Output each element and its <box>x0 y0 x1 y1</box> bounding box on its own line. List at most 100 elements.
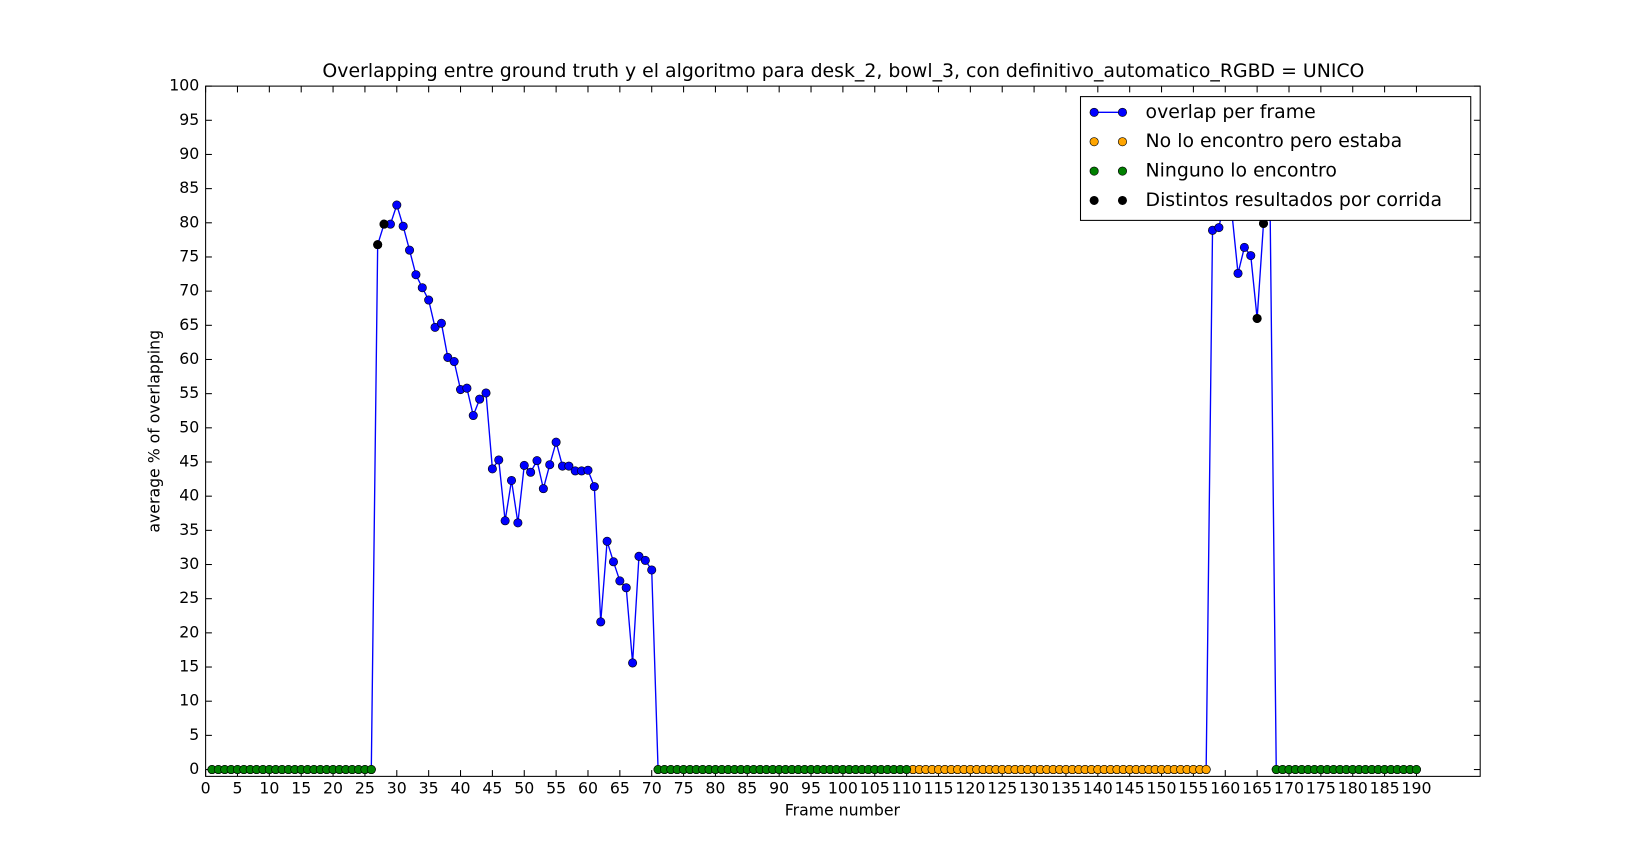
x-tick-label: 165 <box>1242 778 1272 797</box>
legend-marker <box>1089 166 1099 176</box>
y-tick-label: 15 <box>179 657 199 676</box>
legend-label: overlap per frame <box>1146 101 1316 123</box>
y-tick-label: 70 <box>179 281 199 300</box>
y-tick-label: 55 <box>179 383 199 402</box>
data-point <box>1201 765 1211 775</box>
legend-marker <box>1089 107 1099 117</box>
data-point <box>608 557 618 567</box>
data-point <box>538 484 548 494</box>
data-point <box>1214 223 1224 233</box>
plot-frame <box>205 85 1481 777</box>
data-point <box>430 322 440 332</box>
y-tick-label: 40 <box>179 486 199 505</box>
data-point <box>366 765 376 775</box>
x-tick-label: 55 <box>546 778 566 797</box>
data-point <box>417 283 427 293</box>
data-point <box>519 460 529 470</box>
y-tick-label: 85 <box>179 178 199 197</box>
x-tick-label: 180 <box>1338 778 1368 797</box>
y-tick-label: 80 <box>179 212 199 231</box>
legend-marker <box>1089 137 1099 147</box>
data-point <box>424 295 434 305</box>
data-point <box>475 394 485 404</box>
x-tick-label: 120 <box>955 778 985 797</box>
y-tick-label: 20 <box>179 622 199 641</box>
x-tick-label: 140 <box>1083 778 1113 797</box>
data-point <box>621 583 631 593</box>
data-point <box>596 617 606 627</box>
y-tick-label: 75 <box>179 246 199 265</box>
legend-label: Ninguno lo encontro <box>1146 160 1337 182</box>
data-point <box>500 516 510 526</box>
y-axis-label: average % of overlapping <box>145 330 164 533</box>
x-tick-label: 5 <box>232 778 242 797</box>
data-point <box>487 464 497 474</box>
x-tick-label: 125 <box>987 778 1017 797</box>
data-point <box>506 475 517 485</box>
x-tick-label: 105 <box>860 778 890 797</box>
data-point <box>602 536 612 546</box>
x-tick-label: 100 <box>828 778 858 797</box>
data-point <box>379 219 389 229</box>
data-point <box>1252 313 1262 323</box>
y-tick-label: 90 <box>179 144 199 163</box>
x-tick-label: 30 <box>387 778 407 797</box>
data-point <box>411 270 421 280</box>
data-point <box>526 467 536 477</box>
x-tick-label: 110 <box>892 778 922 797</box>
x-tick-label: 185 <box>1370 778 1400 797</box>
data-point <box>398 221 408 231</box>
x-tick-label: 65 <box>610 778 630 797</box>
data-point <box>1239 242 1249 252</box>
x-tick-label: 175 <box>1306 778 1336 797</box>
x-axis-label: Frame number <box>785 800 901 819</box>
data-point <box>494 455 504 465</box>
x-tick-label: 150 <box>1147 778 1177 797</box>
legend-marker <box>1117 166 1127 176</box>
data-point <box>1246 251 1256 261</box>
x-tick-label: 85 <box>737 778 757 797</box>
data-point <box>436 318 446 328</box>
data-point <box>532 456 542 466</box>
data-point <box>902 765 912 775</box>
x-tick-label: 70 <box>642 778 662 797</box>
y-tick-label: 45 <box>179 451 199 470</box>
y-tick-label: 25 <box>179 588 199 607</box>
chart-title: Overlapping entre ground truth y el algo… <box>322 60 1364 82</box>
y-tick-label: 0 <box>189 759 199 778</box>
data-point <box>1411 765 1421 775</box>
data-point <box>405 245 415 255</box>
data-point <box>640 555 650 565</box>
x-tick-label: 45 <box>482 778 502 797</box>
y-tick-label: 50 <box>179 417 199 436</box>
x-tick-label: 35 <box>419 778 439 797</box>
x-tick-label: 145 <box>1115 778 1145 797</box>
x-tick-label: 155 <box>1178 778 1208 797</box>
x-tick-label: 20 <box>323 778 343 797</box>
data-point <box>615 576 625 586</box>
legend-box <box>1079 96 1472 221</box>
data-point <box>462 383 472 393</box>
legend-label: Distintos resultados por corrida <box>1146 189 1443 211</box>
x-tick-label: 15 <box>291 778 311 797</box>
data-point <box>443 352 453 362</box>
data-point <box>564 461 574 471</box>
x-tick-label: 170 <box>1274 778 1304 797</box>
data-point <box>481 388 491 398</box>
x-tick-label: 40 <box>451 778 471 797</box>
y-tick-label: 100 <box>169 76 199 95</box>
data-point <box>392 200 402 210</box>
x-tick-label: 80 <box>705 778 725 797</box>
legend-marker <box>1117 195 1127 205</box>
y-tick-label: 65 <box>179 315 199 334</box>
x-tick-label: 0 <box>201 778 211 797</box>
data-point <box>468 411 478 421</box>
data-point <box>1233 268 1243 278</box>
x-tick-label: 160 <box>1210 778 1240 797</box>
y-tick-label: 30 <box>179 554 199 573</box>
x-tick-label: 10 <box>259 778 279 797</box>
legend-label: No lo encontro pero estaba <box>1146 130 1403 152</box>
x-tick-label: 95 <box>801 778 821 797</box>
legend-marker <box>1117 137 1127 147</box>
